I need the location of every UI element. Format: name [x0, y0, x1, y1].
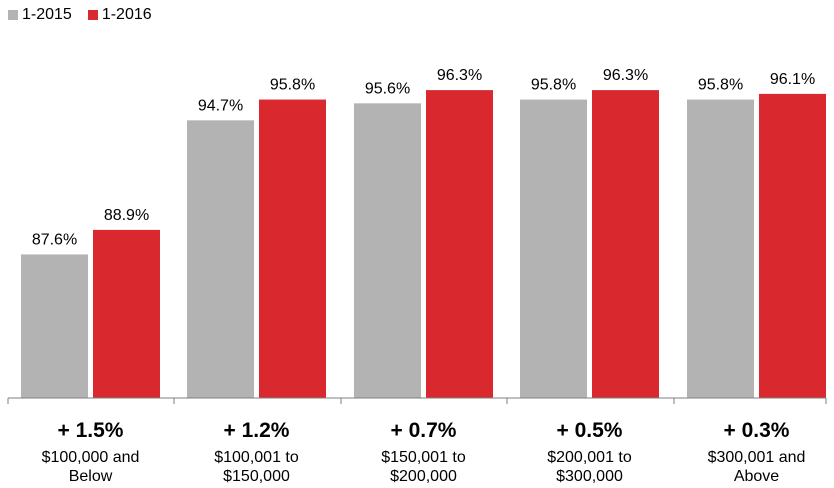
- data-label-1-2015-4: 95.8%: [698, 77, 743, 94]
- legend-item-1-2015: 1-2015: [8, 6, 72, 24]
- data-label-1-2016-3: 96.3%: [603, 67, 648, 84]
- bar-1-2016-1: [259, 99, 326, 399]
- data-label-1-2015-2: 95.6%: [365, 80, 410, 97]
- change-label-1: + 1.2%: [224, 419, 290, 442]
- bar-1-2016-3: [592, 90, 659, 398]
- bar-1-2015-3: [520, 99, 587, 399]
- category-label-4-1: Above: [734, 468, 779, 485]
- bar-1-2015-0: [21, 254, 88, 398]
- bar-1-2016-0: [93, 229, 160, 398]
- category-label-2-0: $150,001 to: [381, 449, 466, 466]
- category-label-2-1: $200,000: [390, 468, 457, 485]
- chart-legend: 1-2015 1-2016: [8, 4, 152, 26]
- data-label-1-2016-2: 96.3%: [437, 67, 482, 84]
- bar-1-2015-4: [687, 99, 754, 399]
- data-label-1-2015-0: 87.6%: [32, 231, 77, 248]
- change-label-3: + 0.5%: [557, 419, 623, 442]
- data-label-1-2016-1: 95.8%: [270, 77, 315, 94]
- bar-1-2015-1: [187, 120, 254, 398]
- legend-label-1-2016: 1-2016: [101, 6, 152, 23]
- category-label-3-0: $200,001 to: [547, 449, 632, 466]
- legend-swatch-1-2016: [87, 10, 98, 20]
- change-label-0: + 1.5%: [58, 419, 124, 442]
- category-label-4-0: $300,001 and: [708, 449, 806, 466]
- bar-1-2016-2: [426, 90, 493, 398]
- legend-label-1-2015: 1-2015: [22, 6, 72, 23]
- category-label-0-1: Below: [69, 468, 113, 485]
- data-label-1-2015-1: 94.7%: [198, 97, 243, 114]
- change-label-2: + 0.7%: [391, 419, 457, 442]
- bar-1-2015-2: [354, 103, 421, 398]
- category-label-1-1: $150,000: [223, 468, 290, 485]
- data-label-1-2015-3: 95.8%: [531, 77, 576, 94]
- data-label-1-2016-0: 88.9%: [104, 207, 149, 224]
- legend-item-1-2016: 1-2016: [87, 6, 152, 24]
- bar-1-2016-4: [759, 93, 826, 398]
- change-label-4: + 0.3%: [724, 419, 790, 442]
- data-label-1-2016-4: 96.1%: [770, 71, 815, 88]
- category-label-0-0: $100,000 and: [42, 449, 140, 466]
- category-label-1-0: $100,001 to: [214, 449, 299, 466]
- category-label-3-1: $300,000: [556, 468, 623, 485]
- legend-swatch-1-2015: [8, 10, 18, 20]
